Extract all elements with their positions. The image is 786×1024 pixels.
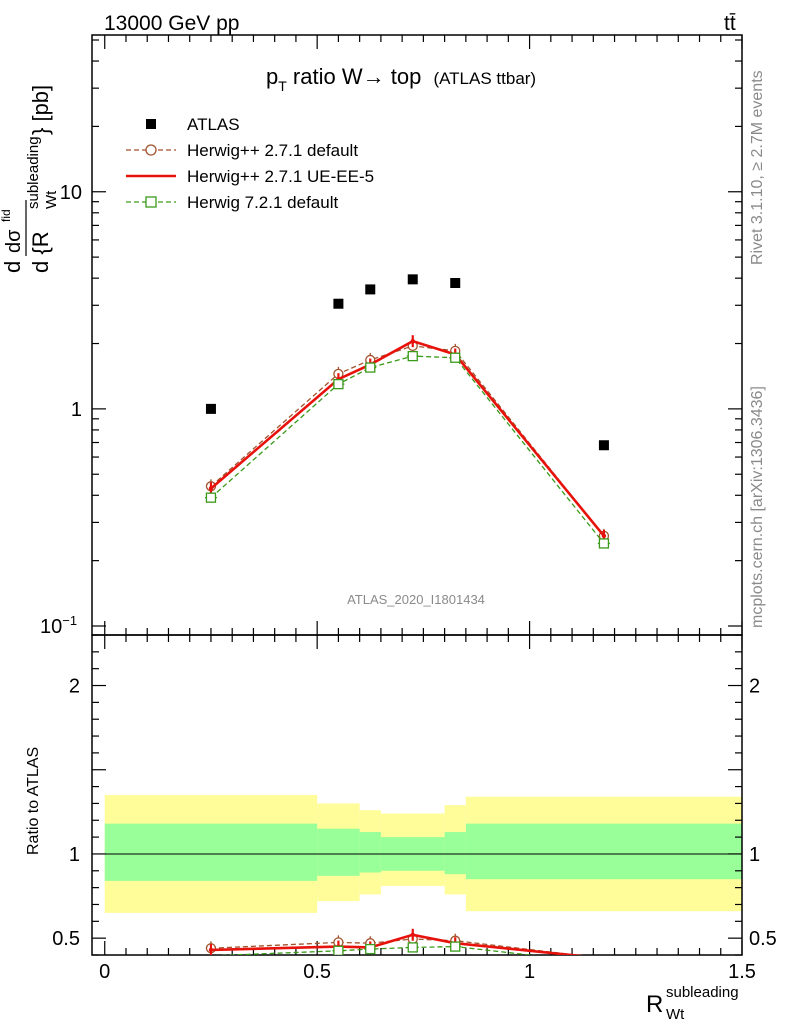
chart-title: pT ratio W→ top (ATLAS ttbar) xyxy=(266,64,536,94)
herwig7-marker xyxy=(450,941,461,952)
ratio-y-axis-label: Ratio to ATLAS xyxy=(25,747,42,855)
ratio-panel-frame xyxy=(91,634,743,956)
legend-label: Herwig++ 2.7.1 UE-EE-5 xyxy=(187,167,374,186)
mcplots-label: mcplots.cern.ch [arXiv:1306.3436] xyxy=(749,386,766,628)
green-band-segment xyxy=(465,823,742,880)
ylabel-d: d xyxy=(0,261,25,273)
header-energy-label: 13000 GeV pp xyxy=(104,12,239,35)
herwig7-marker xyxy=(333,378,344,390)
ratio-uncertainty-bands xyxy=(104,795,742,913)
herwig7-marker xyxy=(407,350,418,362)
ratio-y-tick-label-right: 0.5 xyxy=(749,928,777,950)
ratio-y-tick-label: 0.5 xyxy=(52,928,80,950)
ueee5-marker xyxy=(410,338,415,344)
series-line-herwig-7-2-1-default xyxy=(215,945,536,955)
ylabel-fid: fid xyxy=(0,209,13,222)
herwig7-marker xyxy=(450,352,461,363)
ratio-y-tick-label: 2 xyxy=(69,676,80,698)
title-small: (ATLAS ttbar) xyxy=(433,69,536,88)
x-axis-label: R subleading Wt xyxy=(646,984,739,1023)
ratio-y-tick-label: 1 xyxy=(69,844,80,866)
legend-square-marker xyxy=(145,196,157,208)
atlas-data-point xyxy=(407,274,418,285)
title-top: top xyxy=(385,64,422,89)
main-series-group xyxy=(204,274,610,549)
legend-label: Herwig 7.2.1 default xyxy=(187,193,338,212)
herwig7-marker xyxy=(365,362,376,373)
ratio-series-group xyxy=(205,928,584,955)
ylabel-den: d {R xyxy=(28,231,53,273)
ueee5-marker xyxy=(208,947,214,953)
main-y-tick-label: 1 xyxy=(71,399,82,421)
title-sub-t: T xyxy=(278,78,287,94)
series-line-herwig-7-2-1-default xyxy=(210,355,605,544)
ueee5-marker xyxy=(208,486,214,491)
ratio-y-tick-label-right: 1 xyxy=(749,844,760,866)
herwig7-marker xyxy=(407,942,418,953)
xlabel-sub: Wt xyxy=(666,1006,685,1023)
atlas-data-point xyxy=(450,277,461,288)
legend-label: Herwig++ 2.7.1 default xyxy=(187,141,358,160)
ylabel-den-sub: Wt xyxy=(43,190,60,209)
herwig7-marker xyxy=(365,943,376,955)
green-band-segment xyxy=(444,832,466,875)
x-tick-label: 1.5 xyxy=(728,961,756,983)
ylabel-unit: } [pb] xyxy=(28,85,53,135)
legend-label: ATLAS xyxy=(187,115,240,134)
xlabel-sup: subleading xyxy=(666,984,739,1001)
series-line-herwig-2-7-1-ue-ee-5 xyxy=(210,339,605,537)
title-p: p xyxy=(266,64,278,89)
ylabel-den-sup: subleading xyxy=(25,136,42,209)
main-y-tick-label: 10−1 xyxy=(40,613,77,638)
atlas-data-point xyxy=(205,403,216,414)
herwig7-marker xyxy=(205,492,217,503)
x-tick-label: 0 xyxy=(99,961,110,983)
ueee5-marker xyxy=(601,533,607,539)
xlabel-r: R xyxy=(646,991,663,1018)
rivet-version-label: Rivet 3.1.10, ≥ 2.7M events xyxy=(749,70,766,265)
atlas-data-point xyxy=(365,284,376,295)
main-axis-ticks: 10−1 1 10 xyxy=(40,35,743,638)
series-line-herwig-2-7-1-ue-ee-5 xyxy=(210,933,584,955)
atlas-data-point xyxy=(333,298,344,309)
legend-atlas-marker xyxy=(146,119,156,129)
legend: ATLAS Herwig++ 2.7.1 default Herwig++ 2.7.… xyxy=(126,115,374,212)
title-ratio: ratio W xyxy=(287,64,363,89)
ratio-y-tick-label-right: 2 xyxy=(749,676,760,698)
main-y-axis-label: d dσ fid d {R subleading Wt } [pb] xyxy=(0,85,60,273)
series-line-herwig-2-7-1-default xyxy=(210,345,605,537)
main-y-tick-label: 10 xyxy=(60,182,82,204)
header-process-label: tt̄ xyxy=(724,12,736,35)
analysis-watermark: ATLAS_2020_I1801434 xyxy=(347,592,485,607)
green-band-segment xyxy=(317,828,360,876)
x-tick-label: 1 xyxy=(524,961,535,983)
atlas-data-point xyxy=(598,440,609,451)
ueee5-marker xyxy=(410,932,415,937)
herwig7-marker xyxy=(598,538,610,549)
green-band-segment xyxy=(104,823,318,881)
x-tick-label: 0.5 xyxy=(303,961,331,983)
ylabel-dsigma: dσ xyxy=(3,229,25,253)
green-band-segment xyxy=(359,832,381,873)
title-arrow: → xyxy=(363,64,385,89)
herwig7-marker xyxy=(333,945,344,955)
legend-circle-marker xyxy=(145,144,157,156)
